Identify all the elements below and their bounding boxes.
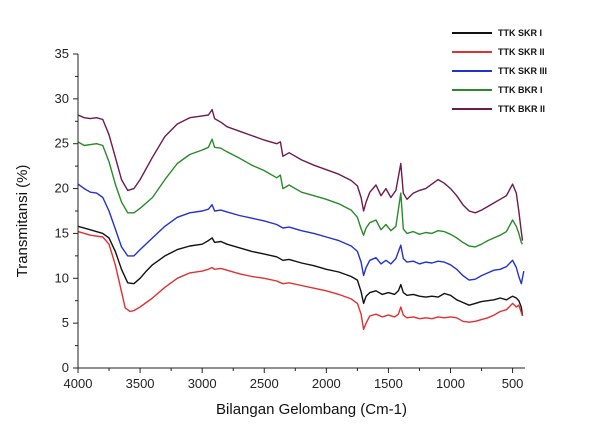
legend-label-ttk-skr-i: TTK SKR I bbox=[498, 28, 542, 38]
x-tick-label: 3500 bbox=[126, 376, 155, 391]
legend-label-ttk-skr-ii: TTK SKR II bbox=[498, 47, 545, 57]
x-tick-label: 1000 bbox=[436, 376, 465, 391]
y-tick-label: 10 bbox=[55, 270, 69, 285]
y-tick-label: 5 bbox=[62, 315, 69, 330]
x-tick-label: 2000 bbox=[312, 376, 341, 391]
legend-label-ttk-bkr-ii: TTK BKR II bbox=[498, 104, 545, 114]
legend-label-ttk-skr-iii: TTK SKR III bbox=[498, 66, 547, 76]
series-line-ttk-skr-iii bbox=[77, 183, 525, 285]
series-line-ttk-bkr-ii bbox=[77, 108, 524, 241]
legend-label-ttk-bkr-i: TTK BKR I bbox=[498, 85, 543, 95]
series-line-ttk-bkr-i bbox=[77, 138, 524, 248]
x-axis-title: Bilangan Gelombang (Cm-1) bbox=[216, 401, 407, 418]
x-tick-label: 2500 bbox=[250, 376, 279, 391]
y-tick-label: 15 bbox=[55, 225, 69, 240]
y-tick-label: 20 bbox=[55, 181, 69, 196]
y-tick-label: 30 bbox=[55, 91, 69, 106]
x-ticks: 4000 3500 3000 2500 2000 1500 1000 500 bbox=[64, 368, 524, 391]
y-ticks: 0 5 10 15 20 25 30 35 bbox=[55, 46, 78, 375]
y-tick-label: 35 bbox=[55, 46, 69, 61]
y-tick-label: 25 bbox=[55, 136, 69, 151]
x-tick-label: 4000 bbox=[64, 376, 93, 391]
x-tick-label: 1500 bbox=[374, 376, 403, 391]
series-line-ttk-skr-ii bbox=[77, 230, 524, 331]
series-line-ttk-skr-i bbox=[77, 225, 524, 317]
x-tick-label: 3000 bbox=[188, 376, 217, 391]
plot-lines bbox=[77, 108, 525, 331]
x-tick-label: 500 bbox=[502, 376, 524, 391]
y-tick-label: 0 bbox=[62, 360, 69, 375]
y-axis-title: Transmitansi (%) bbox=[14, 165, 31, 278]
legend: TTK SKR I TTK SKR II TTK SKR III TTK BKR I T… bbox=[452, 28, 547, 114]
